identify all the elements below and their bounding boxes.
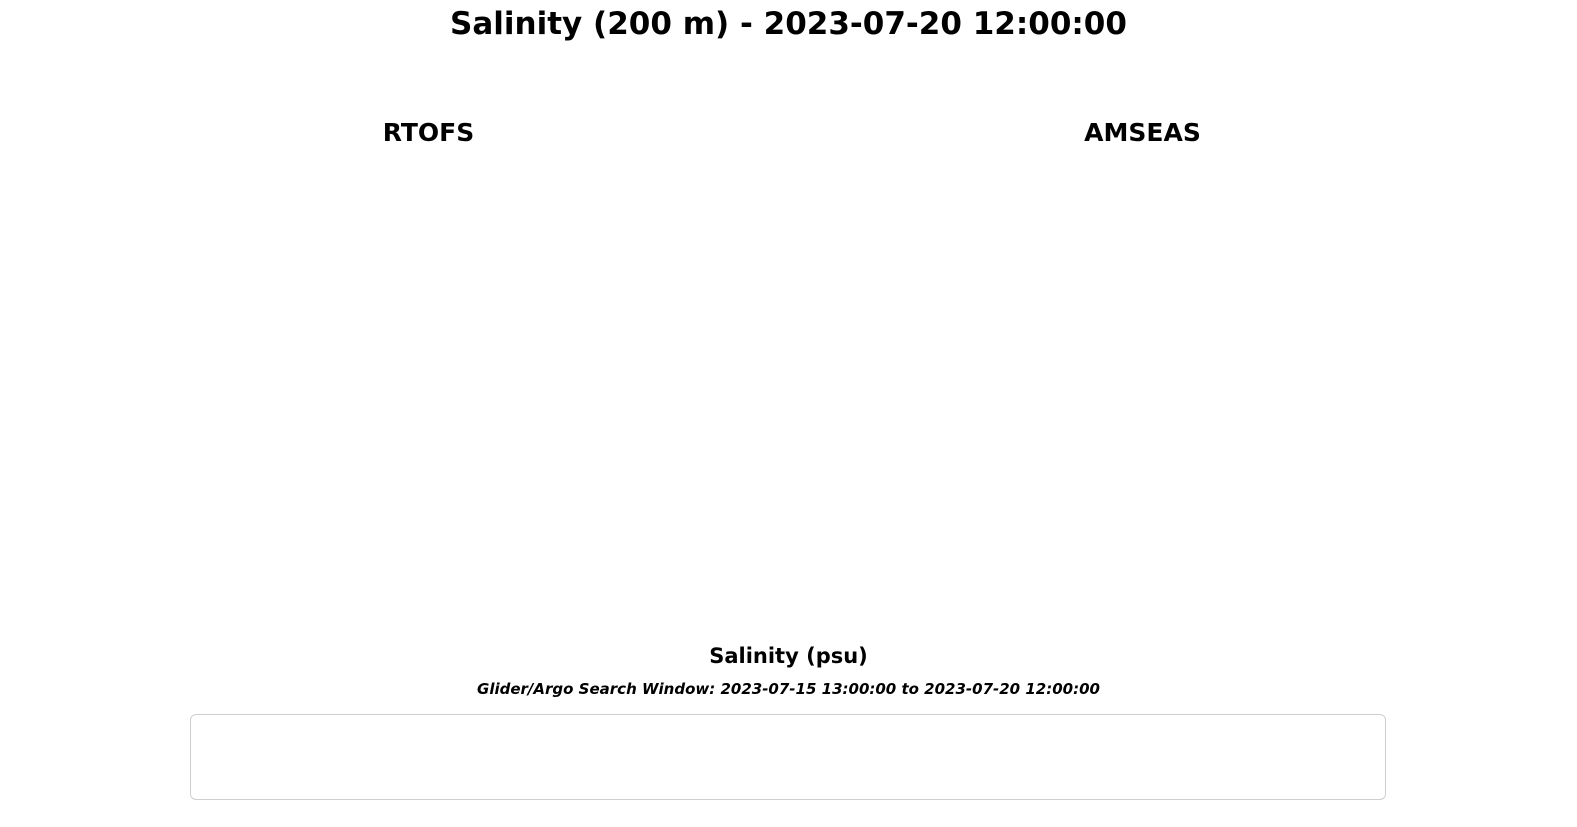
- panel-title-amseas: AMSEAS: [1084, 118, 1201, 147]
- panel-title-rtofs: RTOFS: [382, 118, 475, 147]
- legend-box: [190, 714, 1386, 800]
- map-amseas: [797, 155, 1488, 542]
- colorbar: [120, 592, 1450, 626]
- figure-title: Salinity (200 m) - 2023-07-20 12:00:00: [450, 6, 1127, 42]
- map-rtofs: [83, 155, 774, 542]
- search-window-subtitle: Glider/Argo Search Window: 2023-07-15 13…: [477, 680, 1100, 698]
- colorbar-label: Salinity (psu): [709, 644, 868, 668]
